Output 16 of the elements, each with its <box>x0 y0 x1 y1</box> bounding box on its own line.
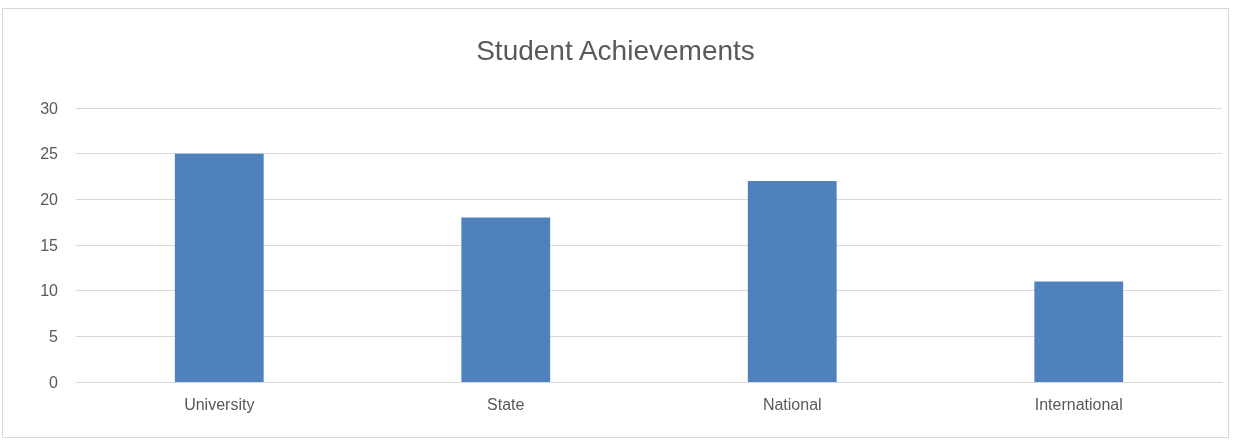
bar <box>747 181 837 382</box>
y-tick-label: 10 <box>40 282 59 300</box>
y-tick-label: 15 <box>40 236 59 254</box>
y-tick-label: 25 <box>40 145 59 163</box>
bar <box>461 217 551 382</box>
x-tick-label: State <box>487 395 525 413</box>
x-tick-label: National <box>762 395 822 413</box>
y-tick-label: 30 <box>40 99 59 117</box>
y-tick-label: 0 <box>49 373 59 391</box>
x-tick-label: International <box>1034 395 1123 413</box>
y-tick-label: 20 <box>40 190 59 208</box>
chart-title: Student Achievements <box>476 34 755 66</box>
x-tick-label: University <box>184 395 255 413</box>
y-tick-label: 5 <box>49 327 59 345</box>
bar <box>174 153 264 382</box>
bar <box>1034 281 1124 382</box>
